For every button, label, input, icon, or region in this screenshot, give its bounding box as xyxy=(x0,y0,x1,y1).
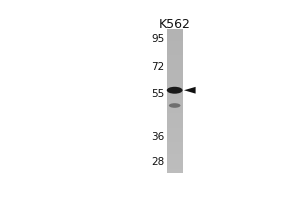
Bar xyxy=(167,84,183,87)
Bar xyxy=(167,33,183,36)
Bar xyxy=(167,106,183,108)
Bar xyxy=(167,149,183,152)
Bar xyxy=(167,41,183,43)
Bar xyxy=(167,96,183,99)
Bar xyxy=(167,53,183,55)
Bar xyxy=(167,101,183,103)
Bar xyxy=(167,65,183,67)
Bar xyxy=(167,128,183,130)
Bar xyxy=(167,152,183,154)
Bar xyxy=(167,144,183,147)
Bar xyxy=(167,55,183,58)
Bar xyxy=(167,171,183,173)
Ellipse shape xyxy=(169,103,181,108)
Bar xyxy=(167,70,183,72)
Bar xyxy=(167,166,183,169)
Bar xyxy=(167,137,183,140)
Text: 36: 36 xyxy=(151,132,164,142)
Bar xyxy=(167,89,183,91)
Bar xyxy=(167,140,183,142)
Bar xyxy=(167,103,183,106)
Bar xyxy=(167,74,183,77)
Bar xyxy=(167,130,183,132)
Bar xyxy=(167,118,183,120)
Bar xyxy=(167,164,183,166)
Bar xyxy=(167,43,183,46)
Bar xyxy=(167,77,183,79)
Bar xyxy=(167,120,183,123)
Bar xyxy=(167,62,183,65)
Polygon shape xyxy=(184,87,196,94)
Bar xyxy=(167,94,183,96)
Bar xyxy=(167,58,183,60)
Bar xyxy=(167,108,183,111)
Bar xyxy=(167,91,183,94)
Bar xyxy=(167,111,183,113)
Bar xyxy=(167,159,183,161)
Bar xyxy=(167,79,183,82)
Bar xyxy=(167,161,183,164)
Bar xyxy=(167,48,183,50)
Bar xyxy=(167,115,183,118)
Ellipse shape xyxy=(167,87,183,94)
Bar xyxy=(167,147,183,149)
Bar xyxy=(167,142,183,144)
Bar xyxy=(167,31,183,33)
Bar xyxy=(167,154,183,156)
Bar xyxy=(167,29,183,31)
Bar xyxy=(167,125,183,128)
Bar xyxy=(167,113,183,115)
Bar xyxy=(167,156,183,159)
Text: 55: 55 xyxy=(151,89,164,99)
Text: K562: K562 xyxy=(159,18,190,31)
Bar xyxy=(167,50,183,53)
Bar xyxy=(167,60,183,62)
Bar xyxy=(167,99,183,101)
Bar xyxy=(167,67,183,70)
Bar xyxy=(167,38,183,41)
Bar xyxy=(167,72,183,74)
Bar xyxy=(167,132,183,135)
Bar xyxy=(167,82,183,84)
Bar xyxy=(167,123,183,125)
Bar xyxy=(167,46,183,48)
Bar xyxy=(167,135,183,137)
Bar xyxy=(167,87,183,89)
Text: 95: 95 xyxy=(151,34,164,44)
Bar xyxy=(167,169,183,171)
Text: 28: 28 xyxy=(151,157,164,167)
Text: 72: 72 xyxy=(151,62,164,72)
Bar xyxy=(167,36,183,38)
